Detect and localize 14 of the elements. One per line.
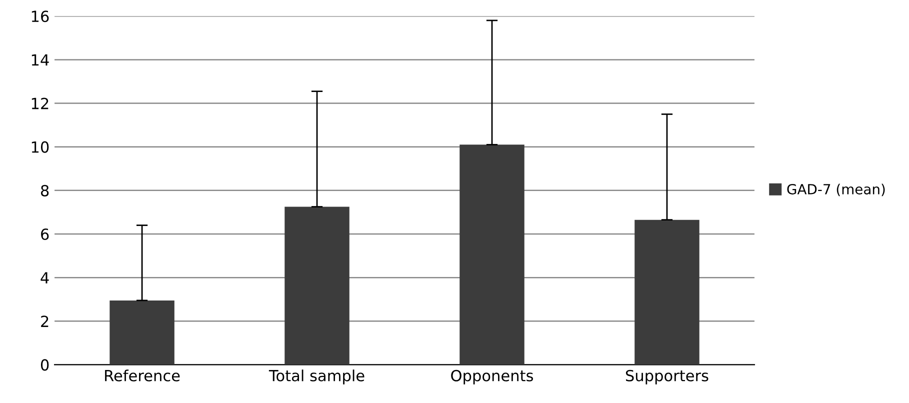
x-tick-label: Opponents [451, 370, 533, 384]
y-tick-label: 14 [32, 54, 49, 66]
y-tick-label: 16 [32, 10, 49, 22]
y-tick-label: 4 [40, 272, 49, 284]
legend-label: GAD-7 (mean) [787, 184, 885, 196]
y-tick-label: 0 [40, 359, 49, 371]
y-tick-label: 2 [41, 316, 48, 327]
y-tick-label: 12 [32, 98, 48, 110]
y-tick-label: 10 [32, 141, 49, 153]
x-tick-label: Supporters [626, 370, 708, 384]
x-tick-label: Total sample [268, 370, 364, 384]
y-tick-label: 6 [41, 228, 49, 240]
y-tick-label: 8 [40, 184, 49, 196]
x-tick-label: Reference [105, 370, 180, 382]
